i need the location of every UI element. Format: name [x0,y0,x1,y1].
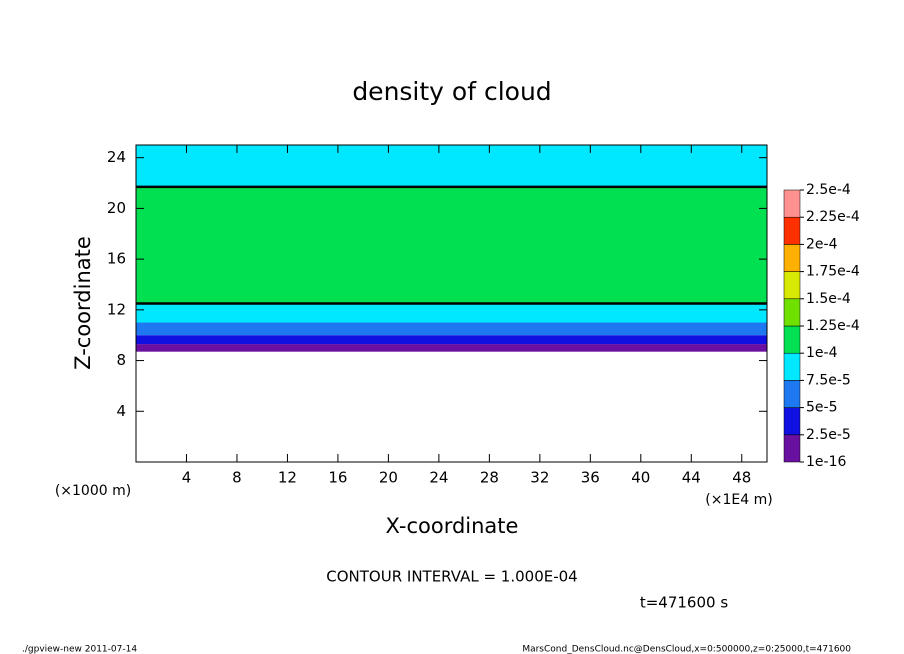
y-tick-label: 8 [116,351,126,369]
plot-frame [135,144,768,463]
colorbar-swatch [783,244,801,272]
colorbar-swatch [783,380,801,408]
colorbar-label: 7.5e-5 [806,372,851,388]
footer-left: ./gpview-new 2011-07-14 [22,645,137,654]
colorbar-label: 2e-4 [806,236,838,252]
colorbar-swatch [783,189,801,218]
x-tick-label: 12 [278,469,297,487]
x-tick-label: 32 [530,469,549,487]
x-unit: (×1E4 m) [705,492,772,508]
time-note: t=471600 s [640,594,728,612]
footer-right: MarsCond_DensCloud.nc@DensCloud,x=0:5000… [522,645,851,654]
colorbar-label: 5e-5 [806,400,837,416]
x-tick-label: 16 [328,469,347,487]
colorbar-swatch [783,434,801,463]
colorbar-label: 1.25e-4 [806,318,860,334]
colorbar-swatch [783,216,801,245]
x-tick-label: 40 [631,469,650,487]
colorbar-label: 2.25e-4 [806,209,860,225]
x-tick-label: 44 [682,469,701,487]
x-tick-label: 8 [232,469,242,487]
colorbar-swatch [783,271,801,300]
x-axis-label: X-coordinate [386,514,519,538]
colorbar-swatch [783,407,801,436]
field-band [136,335,767,345]
y-tick-label: 16 [107,250,126,268]
colorbar-swatch [783,298,801,327]
colorbar-label: 1e-4 [806,345,838,361]
field-band [136,186,767,304]
colorbar-label: 2.5e-5 [806,427,851,443]
y-tick-label: 20 [107,199,126,217]
chart-title: density of cloud [352,77,551,106]
colorbar-label: 1.75e-4 [806,264,860,280]
field-band [136,303,767,323]
x-tick-label: 36 [581,469,600,487]
colorbar-label: 2.5e-4 [806,182,851,198]
colorbar-label: 1e-16 [806,454,846,470]
x-tick-label: 48 [732,469,751,487]
field-band [136,344,767,352]
field-band [136,322,767,336]
x-tick-label: 28 [480,469,499,487]
field-band [136,145,767,187]
x-tick-label: 4 [182,469,192,487]
colorbar-swatch [783,325,801,354]
y-tick-label: 12 [107,300,126,318]
x-tick-label: 24 [429,469,448,487]
x-tick-label: 20 [379,469,398,487]
y-unit: (×1000 m) [55,483,131,499]
colorbar-label: 1.5e-4 [806,291,851,307]
y-tick-label: 4 [116,402,126,420]
y-axis-label: Z-coordinate [71,236,95,370]
contour-note: CONTOUR INTERVAL = 1.000E-04 [326,568,577,586]
colorbar-swatch [783,352,801,381]
y-tick-label: 24 [107,148,126,166]
